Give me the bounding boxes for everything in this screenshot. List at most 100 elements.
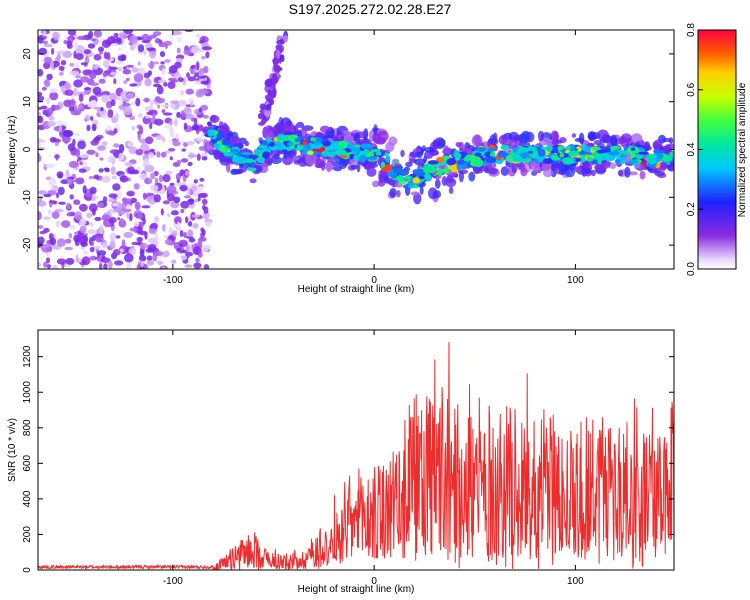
noise-blob <box>200 227 205 233</box>
noise-blob <box>161 67 166 76</box>
noise-blob <box>154 118 164 126</box>
ridge-core-blob <box>487 148 496 152</box>
noise-blob <box>38 236 45 245</box>
noise-blob <box>97 250 107 256</box>
noise-blob <box>48 115 55 121</box>
ridge-halo-blob <box>618 169 624 177</box>
noise-blob <box>176 221 181 230</box>
noise-blob <box>160 61 165 65</box>
colorbar-tick-label: 0.0 <box>686 262 697 276</box>
branch-blob <box>272 57 278 67</box>
noise-blob <box>183 106 190 115</box>
noise-blob <box>98 225 104 234</box>
ridge-core-blob <box>221 140 231 146</box>
noise-blob <box>38 106 43 111</box>
noise-blob <box>127 141 134 148</box>
noise-blob <box>122 66 127 70</box>
noise-blob <box>82 185 87 194</box>
noise-blob <box>186 72 190 78</box>
noise-blob <box>109 240 116 249</box>
noise-blob <box>149 122 153 130</box>
noise-blob <box>167 81 176 89</box>
noise-blob <box>199 177 205 182</box>
noise-blob <box>65 257 75 265</box>
noise-blob <box>160 208 164 216</box>
ridge-core-blob <box>542 158 553 164</box>
noise-blob <box>124 162 134 167</box>
ridge-core-blob <box>274 142 282 147</box>
noise-blob <box>117 190 122 200</box>
noise-blob <box>49 88 58 94</box>
ridge-halo-blob <box>434 179 441 189</box>
noise-blob <box>156 151 161 158</box>
noise-blob <box>175 173 181 181</box>
noise-blob <box>86 212 93 219</box>
noise-blob <box>56 192 60 199</box>
ridge-core-blob <box>537 149 546 157</box>
noise-blob <box>157 79 167 84</box>
noise-blob <box>88 203 98 212</box>
noise-blob <box>198 107 202 113</box>
y-tick-label: 1200 <box>22 345 33 368</box>
ridge-halo-blob <box>204 140 215 153</box>
noise-blob <box>78 93 84 102</box>
noise-blob <box>162 224 166 232</box>
noise-blob <box>190 65 196 69</box>
ridge-halo-blob <box>658 163 668 171</box>
noise-blob <box>89 186 97 194</box>
noise-blob <box>93 106 101 110</box>
ridge-core-blob <box>294 137 302 143</box>
noise-blob <box>38 262 42 268</box>
noise-blob <box>180 89 185 96</box>
noise-blob <box>184 264 193 268</box>
noise-blob <box>160 151 167 158</box>
ridge-core-blob <box>240 152 252 156</box>
y-tick-label: -10 <box>22 190 33 205</box>
ridge-core-blob <box>497 152 508 158</box>
noise-blob <box>187 98 193 103</box>
noise-blob <box>60 179 69 185</box>
noise-blob <box>80 76 90 83</box>
ridge-core-blob <box>223 152 233 156</box>
ridge-halo-blob <box>583 161 589 169</box>
noise-blob <box>145 136 154 145</box>
noise-blob <box>111 202 119 207</box>
noise-blob <box>58 72 64 76</box>
ridge-halo-blob <box>543 169 553 178</box>
noise-blob <box>57 186 65 196</box>
colorbar-tick-label: 0.4 <box>686 142 697 156</box>
ridge-core-blob <box>207 121 212 126</box>
noise-blob <box>147 244 157 251</box>
y-tick-label: 800 <box>22 419 33 436</box>
ridge-core-blob <box>527 150 534 154</box>
branch-blob <box>264 110 272 117</box>
noise-blob <box>102 242 108 249</box>
noise-blob <box>202 46 212 51</box>
ridge-halo-blob <box>594 163 605 172</box>
noise-blob <box>164 239 172 245</box>
ridge-halo-blob <box>315 158 325 168</box>
noise-blob <box>179 230 184 237</box>
noise-blob <box>56 171 64 179</box>
noise-blob <box>46 257 50 264</box>
noise-blob <box>38 211 42 221</box>
noise-blob <box>43 261 48 268</box>
noise-blob <box>38 111 41 117</box>
noise-blob <box>165 170 173 175</box>
noise-blob <box>203 264 210 269</box>
noise-blob <box>162 174 171 183</box>
noise-blob <box>187 161 193 167</box>
noise-blob <box>100 257 111 264</box>
noise-blob <box>48 177 56 187</box>
noise-blob <box>81 256 91 266</box>
noise-blob <box>98 46 104 53</box>
ridge-halo-blob <box>209 115 220 124</box>
noise-blob <box>118 67 123 72</box>
noise-blob <box>118 104 126 111</box>
noise-blob <box>121 197 128 203</box>
ridge-core-blob <box>444 166 450 175</box>
noise-blob <box>117 47 121 52</box>
branch-blob <box>270 81 276 91</box>
noise-blob <box>94 136 101 141</box>
noise-blob <box>66 176 75 180</box>
